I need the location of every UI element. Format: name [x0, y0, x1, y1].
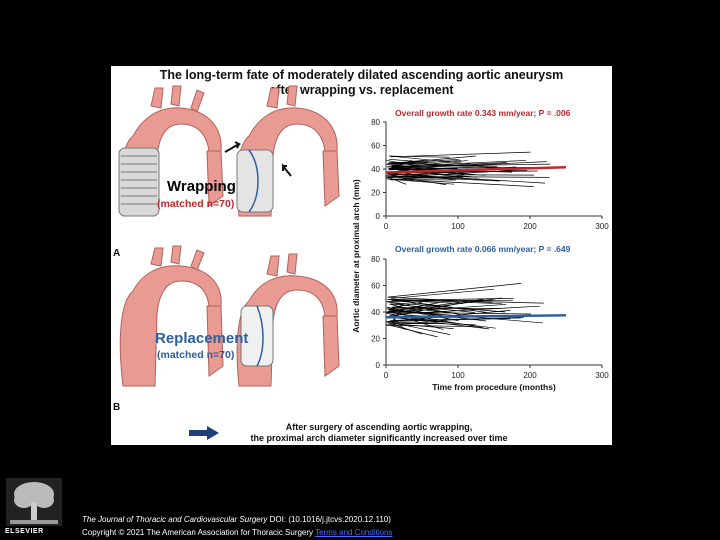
patient-trajectory	[391, 301, 423, 309]
aorta-wrapped-post	[236, 85, 340, 217]
y-axis-label: Aortic diameter at proximal arch (mm)	[351, 179, 361, 333]
conclusion-line2: the proximal arch diameter significantly…	[250, 433, 508, 443]
aorta-illustrations	[118, 85, 340, 387]
patient-trajectory	[391, 299, 464, 305]
y-tick-label: 0	[376, 212, 381, 221]
patient-trajectory	[390, 303, 459, 317]
aorta-replaced-pre	[119, 245, 224, 387]
panel-letter-b: B	[113, 402, 121, 413]
patient-trajectory	[391, 163, 551, 168]
panel-letter-a: A	[113, 248, 121, 259]
arrow-right-icon	[189, 426, 219, 440]
x-tick-label: 100	[451, 222, 465, 231]
patient-trajectory	[391, 298, 503, 305]
patient-trajectory	[387, 174, 535, 176]
figure-title-line2: after wrapping vs. replacement	[269, 83, 454, 97]
patient-trajectory	[388, 158, 428, 163]
patient-trajectory	[392, 168, 458, 170]
journal-citation: The Journal of Thoracic and Cardiovascul…	[82, 515, 391, 524]
patient-trajectory	[388, 178, 455, 185]
patient-trajectory	[388, 322, 423, 335]
patient-trajectory	[391, 168, 464, 178]
replacement-label: Replacement	[155, 330, 249, 347]
trend-line	[385, 314, 567, 319]
figure-title-line1: The long-term fate of moderately dilated…	[159, 68, 564, 82]
conclusion-line1: After surgery of ascending aortic wrappi…	[285, 422, 473, 432]
patient-trajectory	[392, 162, 507, 169]
patient-trajectory	[388, 321, 451, 335]
aorta-replaced-post	[236, 253, 340, 387]
patient-trajectory	[392, 318, 510, 322]
patient-trajectory	[387, 160, 424, 165]
x-tick-label: 100	[451, 371, 465, 380]
y-tick-label: 80	[371, 255, 380, 264]
copyright-text: Copyright © 2021 The American Associatio…	[82, 528, 316, 537]
elsevier-logo	[6, 478, 62, 526]
patient-trajectory	[391, 158, 460, 165]
x-tick-label: 0	[384, 371, 389, 380]
figure-title: The long-term fate of moderately dilated…	[111, 68, 612, 98]
y-tick-label: 40	[371, 308, 380, 317]
patient-trajectory	[388, 155, 479, 166]
y-tick-label: 60	[371, 282, 380, 291]
patient-trajectory	[390, 151, 531, 158]
figure-panel: The long-term fate of moderately dilated…	[111, 66, 612, 445]
patient-trajectory	[387, 283, 522, 298]
growth-rate-annotation: Overall growth rate 0.343 mm/year; P = .…	[395, 108, 571, 118]
wrapping-n-label: (matched n=70)	[157, 198, 235, 210]
x-tick-label: 200	[523, 222, 537, 231]
doi-text: DOI: (10.1016/j.jtcvs.2020.12.110)	[267, 515, 391, 524]
patient-trajectory	[391, 302, 506, 313]
patient-trajectory	[391, 160, 468, 169]
replacement-n-label: (matched n=70)	[157, 349, 235, 361]
patient-trajectory	[390, 175, 447, 186]
journal-name: The Journal of Thoracic and Cardiovascul…	[82, 515, 268, 524]
y-tick-label: 80	[371, 118, 380, 127]
x-tick-label: 300	[595, 222, 609, 231]
y-tick-label: 0	[376, 361, 381, 370]
patient-trajectory	[392, 309, 402, 321]
y-tick-label: 60	[371, 142, 380, 151]
growth-rate-annotation: Overall growth rate 0.066 mm/year; P = .…	[395, 244, 571, 254]
y-tick-label: 20	[371, 189, 380, 198]
y-tick-label: 40	[371, 165, 380, 174]
patient-trajectory	[393, 179, 457, 181]
publisher-name: ELSEVIER	[5, 528, 44, 535]
patient-trajectory	[391, 175, 500, 182]
terms-link[interactable]: Terms and Conditions	[315, 528, 393, 537]
patient-trajectory	[392, 305, 540, 315]
trend-line	[385, 165, 567, 174]
x-tick-label: 0	[384, 222, 389, 231]
patient-trajectory	[386, 303, 507, 314]
copyright-line: Copyright © 2021 The American Associatio…	[82, 528, 393, 537]
patient-trajectory	[390, 317, 521, 321]
growth-arrow-icon	[224, 141, 242, 153]
patient-trajectory	[387, 302, 439, 313]
wrapping-label: Wrapping	[167, 178, 236, 195]
x-tick-label: 300	[595, 371, 609, 380]
growth-arrow-icon	[282, 163, 292, 177]
patient-trajectory	[386, 176, 407, 185]
x-axis-label: Time from procedure (months)	[432, 382, 556, 392]
patient-trajectory	[392, 297, 502, 313]
x-tick-label: 200	[523, 371, 537, 380]
patient-trajectory	[386, 178, 534, 187]
y-tick-label: 20	[371, 335, 380, 344]
patient-trajectory	[386, 299, 494, 302]
patient-trajectory	[391, 288, 495, 299]
aorta-wrapped-pre	[118, 85, 224, 217]
conclusion-note: After surgery of ascending aortic wrappi…	[229, 422, 529, 444]
